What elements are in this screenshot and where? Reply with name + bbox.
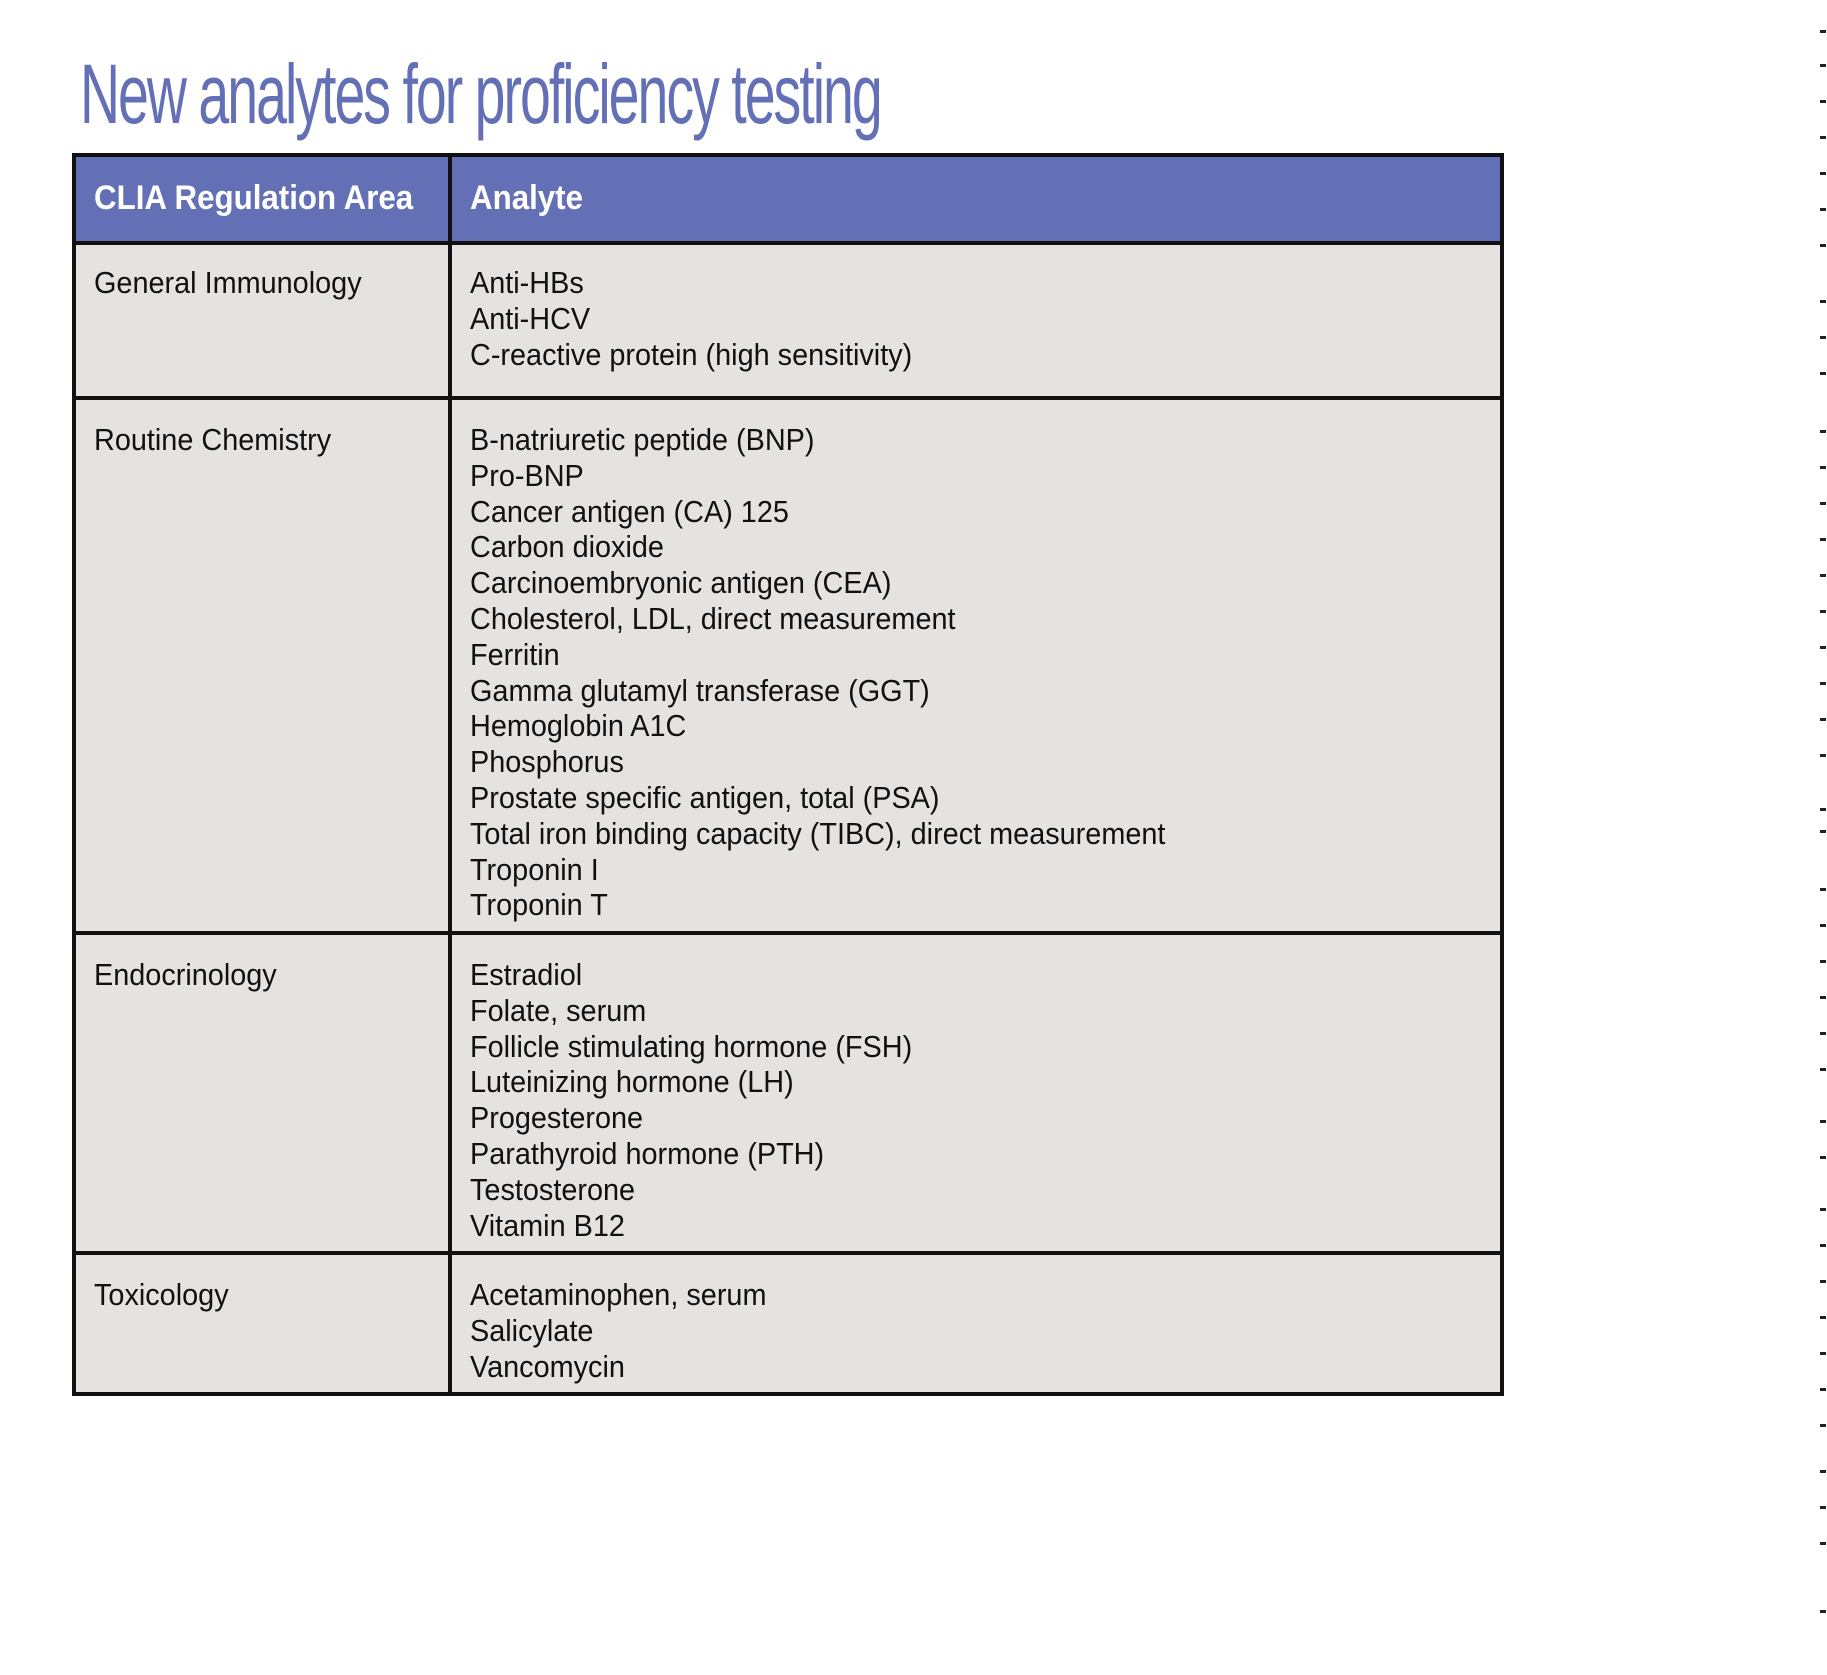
text-fragment <box>1820 960 1826 963</box>
text-fragment <box>1820 1542 1826 1545</box>
analyte-item: Troponin I <box>470 851 599 887</box>
analyte-item: Cholesterol, LDL, direct measurement <box>470 600 956 636</box>
text-fragment <box>1820 682 1826 685</box>
analyte-item: Estradiol <box>470 957 583 992</box>
analyte-item: Carbon dioxide <box>470 529 664 565</box>
text-fragment <box>1820 466 1826 469</box>
analyte-item: Troponin T <box>470 887 608 923</box>
table-header-row: CLIA Regulation Area Analyte <box>76 157 1500 241</box>
analyte-item: Ferritin <box>470 636 560 672</box>
text-fragment <box>1820 502 1826 505</box>
analyte-item: Testosterone <box>470 1171 636 1207</box>
text-fragment <box>1820 1352 1826 1355</box>
analyte-item: Salicylate <box>470 1312 594 1348</box>
analyte-item: Vancomycin <box>470 1348 625 1384</box>
text-fragment <box>1820 1280 1826 1283</box>
analyte-item: Gamma glutamyl transferase (GGT) <box>470 672 930 708</box>
text-fragment <box>1820 430 1826 433</box>
column-header-area: CLIA Regulation Area <box>94 179 414 217</box>
text-fragment <box>1820 610 1826 613</box>
cropped-adjacent-text-column <box>1820 0 1827 1675</box>
analyte-item: Cancer antigen (CA) 125 <box>470 493 789 529</box>
header-cell-analyte: Analyte <box>452 157 1500 241</box>
text-fragment <box>1820 1424 1826 1427</box>
analyte-item: Phosphorus <box>470 744 624 780</box>
analytes-cell: Acetaminophen, serum Salicylate Vancomyc… <box>452 1255 1500 1392</box>
analytes-table: CLIA Regulation Area Analyte General Imm… <box>72 153 1504 1396</box>
area-cell: Toxicology <box>76 1255 452 1392</box>
analyte-item: Anti-HCV <box>470 300 591 336</box>
area-cell: Endocrinology <box>76 935 452 1251</box>
analyte-item: Luteinizing hormone (LH) <box>470 1064 794 1100</box>
text-fragment <box>1820 1388 1826 1391</box>
text-fragment <box>1820 1506 1826 1509</box>
text-fragment <box>1820 1120 1826 1123</box>
analytes-cell: Estradiol Folate, serum Follicle stimula… <box>452 935 1500 1251</box>
analyte-item: Carcinoembryonic antigen (CEA) <box>470 565 892 601</box>
text-fragment <box>1820 718 1826 721</box>
text-fragment <box>1820 172 1826 175</box>
area-cell: Routine Chemistry <box>76 400 452 931</box>
regulation-area: Toxicology <box>94 1277 229 1312</box>
analyte-item: Follicle stimulating hormone (FSH) <box>470 1028 913 1064</box>
text-fragment <box>1820 574 1826 577</box>
analyte-item: Total iron binding capacity (TIBC), dire… <box>470 815 1166 851</box>
text-fragment <box>1820 208 1826 211</box>
table-row: Toxicology Acetaminophen, serum Salicyla… <box>76 1251 1500 1392</box>
header-cell-area: CLIA Regulation Area <box>76 157 452 241</box>
text-fragment <box>1820 136 1826 139</box>
text-fragment <box>1820 244 1826 247</box>
analyte-item: Acetaminophen, serum <box>470 1277 767 1312</box>
text-fragment <box>1820 1032 1826 1035</box>
analytes-cell: Anti-HBs Anti-HCV C-reactive protein (hi… <box>452 245 1500 396</box>
area-cell: General Immunology <box>76 245 452 396</box>
regulation-area: Endocrinology <box>94 957 277 992</box>
text-fragment <box>1820 888 1826 891</box>
table-row: General Immunology Anti-HBs Anti-HCV C-r… <box>76 241 1500 396</box>
text-fragment <box>1820 100 1826 103</box>
text-fragment <box>1820 754 1826 757</box>
text-fragment <box>1820 924 1826 927</box>
text-fragment <box>1820 538 1826 541</box>
text-fragment <box>1820 830 1826 833</box>
text-fragment <box>1820 300 1826 303</box>
analyte-list: B-natriuretic peptide (BNP) Pro-BNP Canc… <box>470 422 1500 923</box>
text-fragment <box>1820 1470 1826 1473</box>
text-fragment <box>1820 372 1826 375</box>
analyte-item: Anti-HBs <box>470 265 584 300</box>
text-fragment <box>1820 646 1826 649</box>
analyte-list: Estradiol Folate, serum Follicle stimula… <box>470 957 1500 1243</box>
analyte-item: B-natriuretic peptide (BNP) <box>470 422 815 457</box>
text-fragment <box>1820 1316 1826 1319</box>
analyte-item: Hemoglobin A1C <box>470 708 687 744</box>
analyte-list: Acetaminophen, serum Salicylate Vancomyc… <box>470 1277 1500 1384</box>
text-fragment <box>1820 336 1826 339</box>
column-header-analyte: Analyte <box>470 179 584 217</box>
text-fragment <box>1820 1156 1826 1159</box>
analyte-item: Prostate specific antigen, total (PSA) <box>470 779 940 815</box>
analyte-item: Progesterone <box>470 1100 644 1136</box>
analyte-item: Parathyroid hormone (PTH) <box>470 1135 825 1171</box>
text-fragment <box>1820 1610 1826 1613</box>
table-row: Routine Chemistry B-natriuretic peptide … <box>76 396 1500 931</box>
analyte-item: Pro-BNP <box>470 457 584 493</box>
text-fragment <box>1820 1244 1826 1247</box>
analyte-item: C-reactive protein (high sensitivity) <box>470 336 913 372</box>
regulation-area: Routine Chemistry <box>94 422 332 457</box>
analyte-item: Folate, serum <box>470 992 647 1028</box>
analytes-cell: B-natriuretic peptide (BNP) Pro-BNP Canc… <box>452 400 1500 931</box>
text-fragment <box>1820 1068 1826 1071</box>
text-fragment <box>1820 64 1826 67</box>
analyte-list: Anti-HBs Anti-HCV C-reactive protein (hi… <box>470 265 1500 372</box>
analyte-item: Vitamin B12 <box>470 1207 625 1243</box>
text-fragment <box>1820 1208 1826 1211</box>
regulation-area: General Immunology <box>94 265 362 300</box>
text-fragment <box>1820 30 1826 33</box>
page-title: New analytes for proficiency testing <box>80 47 883 141</box>
text-fragment <box>1820 996 1826 999</box>
table-row: Endocrinology Estradiol Folate, serum Fo… <box>76 931 1500 1251</box>
text-fragment <box>1820 808 1826 811</box>
